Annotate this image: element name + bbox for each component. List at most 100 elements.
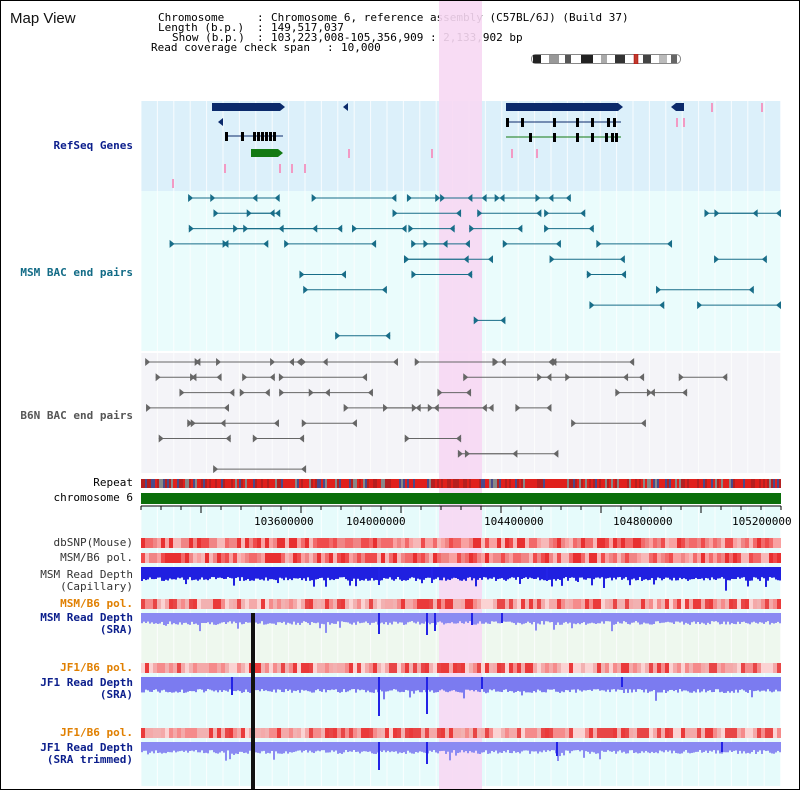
heat-cell xyxy=(461,663,465,673)
heat-cell xyxy=(333,553,337,563)
depth-bar xyxy=(309,613,311,625)
heat-cell xyxy=(405,553,409,563)
repeat-cell xyxy=(237,479,239,488)
heat-cell xyxy=(765,538,769,548)
depth-bar xyxy=(575,567,577,581)
depth-bar xyxy=(201,613,203,623)
heat-cell xyxy=(609,728,613,738)
depth-bar xyxy=(293,567,295,579)
b6n-bac-glyphs[interactable] xyxy=(145,358,728,474)
heat-cell xyxy=(169,663,173,673)
depth-bar xyxy=(387,567,389,579)
heat-cell xyxy=(553,663,557,673)
bac-end-arrow xyxy=(442,239,448,248)
depth-bar xyxy=(497,677,499,692)
depth-bar xyxy=(403,567,405,581)
depth-bar xyxy=(355,742,357,752)
depth-bar xyxy=(183,742,185,752)
repeat-cell xyxy=(385,479,387,488)
jf1-b6-pol-heat-track-2[interactable] xyxy=(141,728,781,738)
msm-bac-glyphs[interactable] xyxy=(169,194,781,340)
heat-cell xyxy=(537,553,541,563)
depth-bar xyxy=(219,613,221,624)
dbsnp-heat-track[interactable] xyxy=(141,538,781,548)
track-label-b6n-bac[interactable]: B6N BAC end pairs xyxy=(20,409,133,422)
msm-capillary-depth-track[interactable] xyxy=(141,567,781,591)
heat-cell xyxy=(481,728,485,738)
chromosome-ideogram[interactable] xyxy=(531,54,681,64)
repeat-cell xyxy=(339,479,341,488)
jf1-b6-pol-heat-track[interactable] xyxy=(141,663,781,673)
heat-cell xyxy=(705,599,709,609)
bac-end-arrow xyxy=(145,358,151,366)
track-label-repeat[interactable]: Repeat xyxy=(93,476,133,489)
heat-cell xyxy=(257,538,261,548)
depth-bar xyxy=(257,613,259,624)
track-label-msm-depth-sra[interactable]: MSM Read Depth xyxy=(40,611,133,624)
track-label-msm-bac[interactable]: MSM BAC end pairs xyxy=(20,266,133,279)
depth-bar xyxy=(671,567,673,581)
msm-b6-pol-heat-track[interactable] xyxy=(141,553,781,563)
msm-b6-pol-heat-track-2[interactable] xyxy=(141,599,781,609)
repeat-cell xyxy=(775,479,777,488)
track-label-jf1-depth-trim[interactable]: JF1 Read Depth xyxy=(40,741,133,754)
depth-bar xyxy=(381,567,383,581)
repeat-track[interactable] xyxy=(141,479,781,488)
depth-bar xyxy=(471,567,473,581)
depth-bar xyxy=(515,567,517,580)
depth-bar xyxy=(295,613,297,625)
heat-cell xyxy=(573,599,577,609)
depth-bar xyxy=(459,567,461,581)
heat-cell xyxy=(485,599,489,609)
track-label-msm-depth-cap[interactable]: MSM Read Depth xyxy=(40,568,133,581)
jf1-sra-depth-track[interactable] xyxy=(141,677,781,716)
heat-cell xyxy=(221,728,225,738)
depth-bar xyxy=(741,613,743,623)
bac-end-arrow xyxy=(188,224,194,233)
heat-cell xyxy=(457,538,461,548)
depth-bar xyxy=(641,567,643,581)
heat-cell xyxy=(189,538,193,548)
depth-bar xyxy=(441,567,443,581)
track-label-jf1-b6-pol-2[interactable]: JF1/B6 pol. xyxy=(60,726,133,739)
depth-bar xyxy=(263,742,265,751)
repeat-cell xyxy=(279,479,281,488)
track-label-msm-b6-pol-2[interactable]: MSM/B6 pol. xyxy=(60,597,133,610)
heat-cell xyxy=(677,663,681,673)
heat-cell xyxy=(433,599,437,609)
depth-bar xyxy=(319,567,321,579)
repeat-cell xyxy=(219,479,221,488)
selection-highlight[interactable] xyxy=(439,1,482,790)
refseq-gene-glyphs[interactable] xyxy=(172,103,763,188)
track-label-jf1-b6-pol[interactable]: JF1/B6 pol. xyxy=(60,661,133,674)
heat-cell xyxy=(721,538,725,548)
depth-bar xyxy=(259,567,261,580)
repeat-cell xyxy=(393,479,395,488)
heat-cell xyxy=(537,663,541,673)
heat-cell xyxy=(777,553,781,563)
depth-bar xyxy=(567,677,569,691)
heat-cell xyxy=(569,538,573,548)
track-label-dbsnp[interactable]: dbSNP(Mouse) xyxy=(53,536,133,549)
track-label-jf1-depth-sra[interactable]: JF1 Read Depth xyxy=(40,676,133,689)
depth-bar xyxy=(395,613,397,622)
jf1-trimmed-depth-track[interactable] xyxy=(141,742,781,770)
track-label-refseq[interactable]: RefSeq Genes xyxy=(53,139,133,152)
depth-bar xyxy=(325,613,327,633)
track-label-msm-b6-pol[interactable]: MSM/B6 pol. xyxy=(60,551,133,564)
heat-cell xyxy=(545,553,549,563)
depth-bar xyxy=(641,742,643,752)
track-label-chromosome[interactable]: chromosome 6 xyxy=(53,491,133,504)
depth-bar xyxy=(741,742,743,754)
heat-cell xyxy=(721,663,725,673)
repeat-cell xyxy=(511,479,513,488)
depth-bar xyxy=(359,567,361,581)
heat-cell xyxy=(757,599,761,609)
heat-cell xyxy=(657,728,661,738)
msm-sra-depth-track[interactable] xyxy=(141,613,781,635)
depth-bar xyxy=(649,677,651,692)
heat-cell xyxy=(717,553,721,563)
depth-bar xyxy=(429,567,431,578)
repeat-cell xyxy=(305,479,307,488)
heat-cell xyxy=(517,538,521,548)
